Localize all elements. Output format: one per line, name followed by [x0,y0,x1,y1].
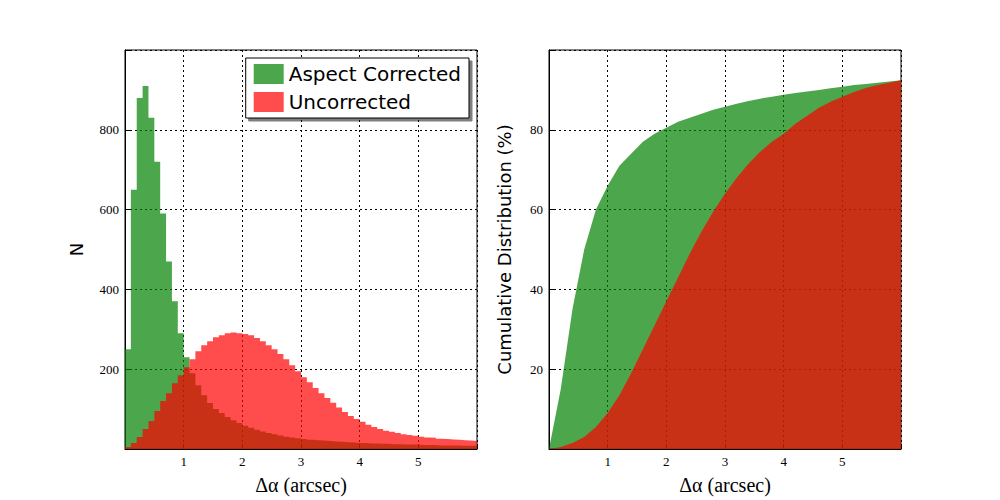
svg-text:80: 80 [530,122,543,137]
svg-text:400: 400 [100,282,120,297]
svg-text:Δα (arcsec): Δα (arcsec) [255,474,347,497]
svg-text:Cumulative Distribution (%): Cumulative Distribution (%) [494,124,515,374]
svg-text:3: 3 [298,454,305,469]
svg-text:40: 40 [530,282,543,297]
svg-text:1: 1 [604,454,611,469]
svg-text:3: 3 [722,454,729,469]
svg-text:Uncorrected: Uncorrected [289,90,411,114]
svg-text:20: 20 [530,362,543,377]
svg-text:200: 200 [100,362,120,377]
svg-text:Aspect Corrected: Aspect Corrected [289,62,461,86]
svg-text:2: 2 [663,454,670,469]
svg-text:1: 1 [180,454,187,469]
svg-text:N: N [66,243,87,256]
svg-text:2: 2 [239,454,246,469]
svg-text:5: 5 [415,454,422,469]
svg-text:5: 5 [839,454,846,469]
svg-text:800: 800 [100,122,120,137]
svg-text:4: 4 [356,454,363,469]
svg-text:4: 4 [780,454,787,469]
svg-text:60: 60 [530,202,543,217]
svg-text:Δα (arcsec): Δα (arcsec) [679,474,771,497]
svg-text:600: 600 [100,202,120,217]
